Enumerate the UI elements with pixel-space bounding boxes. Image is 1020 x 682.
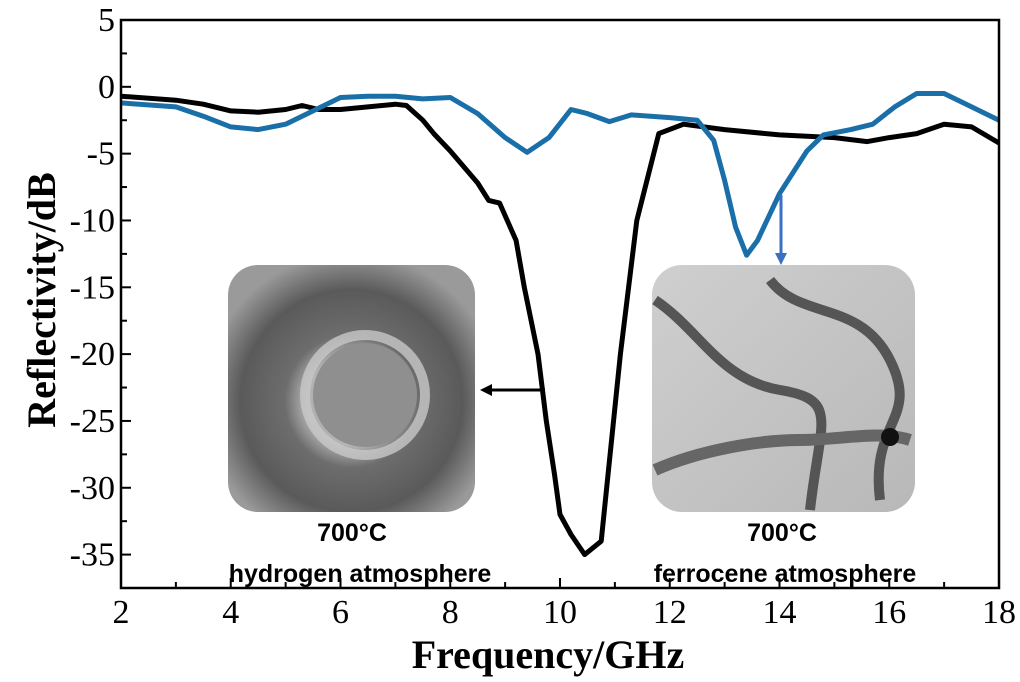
y-tick-label: -5 <box>87 136 115 173</box>
y-tick-label: -10 <box>70 202 115 239</box>
y-axis-title: Reflectivity/dB <box>19 172 64 428</box>
series-line-ferrocene <box>120 91 1001 258</box>
y-tick-label: -15 <box>70 269 115 306</box>
x-axis-title: Frequency/GHz <box>412 632 685 677</box>
y-tick-label: -25 <box>70 403 115 440</box>
y-tick-label: -30 <box>70 470 115 507</box>
left-inset-tem-image <box>228 265 475 512</box>
x-tick-label: 4 <box>222 594 239 631</box>
right-inset-tem-image <box>652 265 915 512</box>
y-tick-label: 5 <box>98 2 115 39</box>
y-tick-label: -35 <box>70 537 115 574</box>
x-tick-label: 6 <box>332 594 349 631</box>
right-inset-atmosphere: ferrocene atmosphere <box>654 560 917 588</box>
y-tick-label: -20 <box>70 336 115 373</box>
arrow-to-left-inset <box>480 384 545 396</box>
right-inset-temperature: 700°C <box>747 519 817 547</box>
x-tick-label: 2 <box>113 594 130 631</box>
x-tick-label: 16 <box>872 594 906 631</box>
left-inset-atmosphere: hydrogen atmosphere <box>229 560 492 588</box>
x-tick-label: 18 <box>982 594 1016 631</box>
x-tick-label: 12 <box>653 594 687 631</box>
left-inset-temperature: 700°C <box>317 519 387 547</box>
arrow-to-right-inset <box>775 195 787 265</box>
x-tick-label: 8 <box>442 594 459 631</box>
x-tick-label: 14 <box>763 594 797 631</box>
x-tick-label: 10 <box>543 594 577 631</box>
y-tick-label: 0 <box>98 69 115 106</box>
